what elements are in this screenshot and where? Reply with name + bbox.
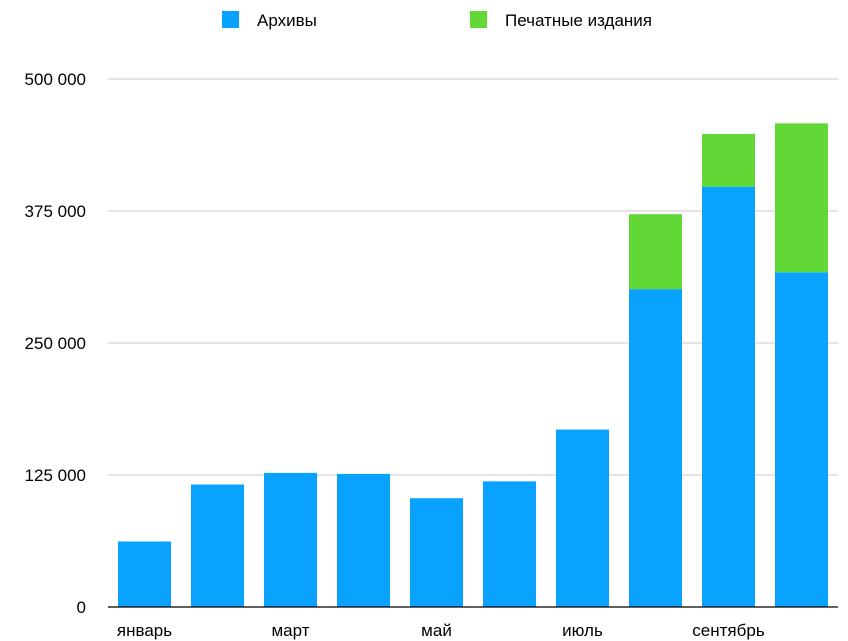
x-tick-label: март: [271, 621, 309, 640]
legend: Архивы Печатные издания: [222, 11, 652, 30]
x-tick-label: сентябрь: [692, 621, 765, 640]
bar-segment-archives: [118, 541, 171, 607]
y-tick-label: 375 000: [25, 202, 86, 221]
x-tick-label: январь: [117, 621, 172, 640]
bar-segment-archives: [629, 289, 682, 607]
x-tick-label: май: [421, 621, 452, 640]
bars: [118, 123, 828, 607]
bar-segment-archives: [483, 481, 536, 607]
y-tick-label: 250 000: [25, 334, 86, 353]
y-tick-label: 0: [77, 598, 86, 617]
legend-label: Печатные издания: [505, 11, 652, 30]
legend-swatch: [470, 11, 487, 28]
x-tick-label: июль: [562, 621, 603, 640]
y-tick-label: 125 000: [25, 466, 86, 485]
bar-segment-print: [702, 133, 755, 187]
y-tick-label: 500 000: [25, 70, 86, 89]
bar-segment-archives: [775, 272, 828, 607]
bar-segment-archives: [191, 484, 244, 607]
legend-item: Печатные издания: [470, 11, 652, 30]
bar-segment-print: [775, 123, 828, 273]
legend-item: Архивы: [222, 11, 317, 30]
bar-segment-archives: [410, 498, 463, 607]
legend-swatch: [222, 11, 239, 28]
bar-segment-archives: [264, 472, 317, 607]
bar-segment-archives: [702, 186, 755, 607]
bar-segment-archives: [556, 429, 609, 607]
x-axis: январь март май июль сентябрь: [108, 606, 838, 640]
bar-segment-print: [629, 214, 682, 290]
legend-label: Архивы: [257, 11, 317, 30]
y-axis: 0 125 000 250 000 375 000 500 000: [25, 70, 86, 617]
bar-segment-archives: [337, 473, 390, 607]
